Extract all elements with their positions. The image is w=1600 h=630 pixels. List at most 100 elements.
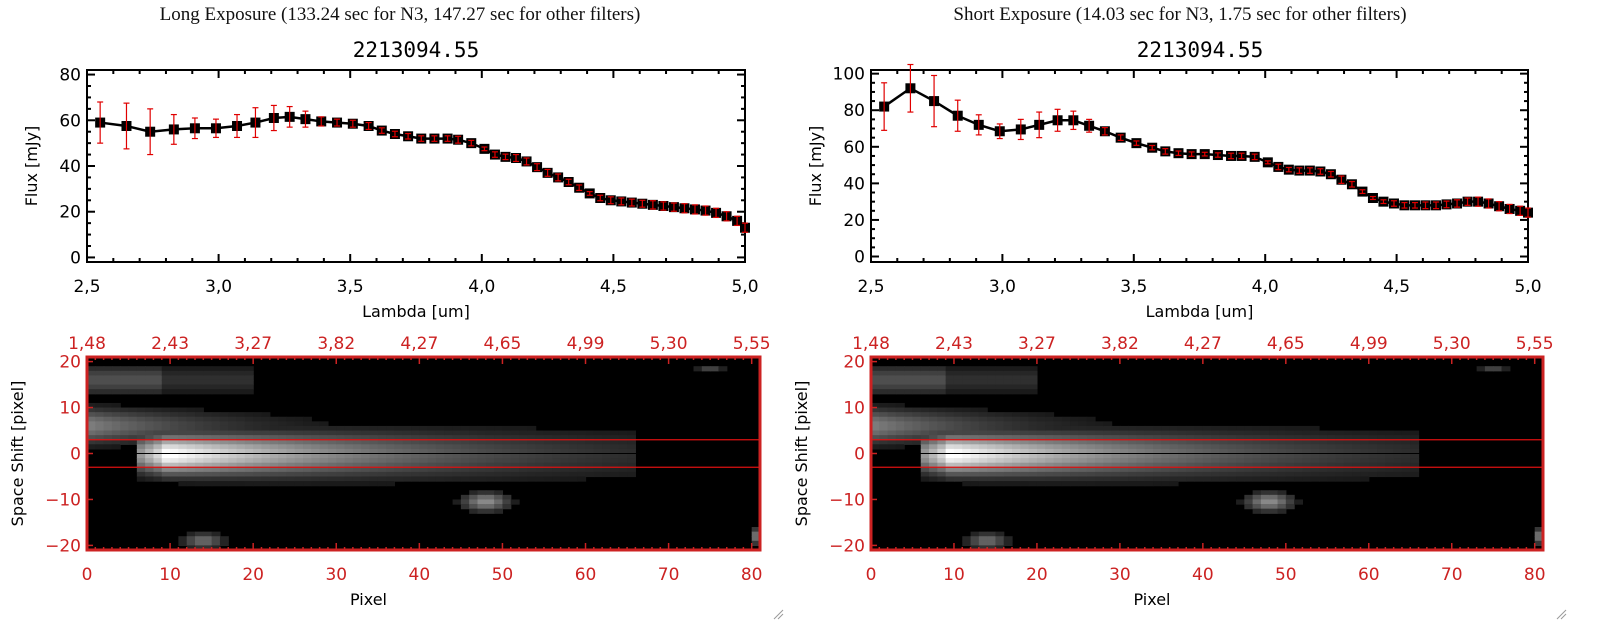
image-pixel <box>120 435 130 441</box>
image-pixel <box>953 471 963 478</box>
image-pixel <box>170 435 179 441</box>
image-pixel <box>1186 471 1196 478</box>
image-pixel <box>1020 389 1030 395</box>
image-pixel <box>593 453 603 459</box>
image-pixel <box>1028 467 1038 473</box>
resize-grip-icon[interactable] <box>1555 608 1567 620</box>
image-pixel <box>377 471 387 478</box>
image-pixel <box>145 453 155 459</box>
image-pixel <box>419 430 429 436</box>
image-pixel <box>1377 453 1386 459</box>
image-pixel <box>136 389 146 395</box>
image-pixel <box>1310 435 1320 441</box>
image-pixel <box>1177 467 1187 473</box>
image-pixel <box>327 439 337 445</box>
image-pixel <box>970 379 980 386</box>
image-pixel <box>987 453 997 459</box>
image-pixel <box>170 439 179 445</box>
image-pixel <box>1119 471 1129 478</box>
image-pixel <box>1012 444 1021 450</box>
image-pixel <box>128 416 138 422</box>
image-pixel <box>435 439 445 445</box>
image-pixel <box>1260 425 1270 432</box>
image-pixel <box>178 425 188 432</box>
image-pixel <box>1368 448 1378 455</box>
image-pixel <box>1136 471 1146 478</box>
image-pixel <box>278 448 288 455</box>
image-pixel <box>1136 439 1146 445</box>
image-pixel <box>1078 430 1088 436</box>
image-pixel <box>485 453 495 459</box>
image-pixel <box>1036 430 1046 436</box>
image-pixel <box>937 444 947 450</box>
image-pixel <box>386 467 396 473</box>
image-pixel <box>394 458 404 464</box>
image-pixel <box>344 444 354 450</box>
image-pixel <box>186 389 196 395</box>
image-pixel <box>128 375 138 381</box>
image-pixel <box>352 481 362 487</box>
image-pixel <box>1260 471 1270 478</box>
image-pixel <box>261 435 271 441</box>
image-pixel <box>170 421 179 427</box>
image-pixel <box>344 462 354 468</box>
image-pixel <box>1352 467 1362 473</box>
image-pixel <box>170 471 179 478</box>
image-pixel <box>377 458 387 464</box>
image-pixel <box>1045 425 1055 432</box>
image-pixel <box>344 471 354 478</box>
image-pixel <box>319 481 329 487</box>
image-pixel <box>419 458 429 464</box>
image-pixel <box>970 476 980 482</box>
image-pixel <box>253 453 263 459</box>
image-pixel <box>219 536 229 542</box>
image-pixel <box>145 412 155 418</box>
image-pixel <box>145 425 155 432</box>
image-pixel <box>978 425 988 432</box>
image-pixel <box>261 444 271 450</box>
image-pixel <box>1327 453 1337 459</box>
image-pixel <box>895 439 905 445</box>
image-pixel <box>912 407 922 413</box>
image-pixel <box>585 471 595 478</box>
image-pixel <box>111 430 121 436</box>
image-pixel <box>286 439 296 445</box>
image-pixel <box>361 430 371 436</box>
image-pixel <box>510 448 520 455</box>
image-pixel <box>1294 458 1304 464</box>
image-pixel <box>535 467 545 473</box>
image-pixel <box>1319 439 1328 445</box>
image-pixel <box>435 448 445 455</box>
image-pixel <box>879 366 889 372</box>
image-pixel <box>219 425 229 432</box>
image-pixel <box>552 453 562 459</box>
image-pixel <box>560 471 570 478</box>
error-bar <box>318 116 325 127</box>
error-bar <box>1369 195 1376 201</box>
image-pixel <box>485 476 495 482</box>
image-pixel <box>1368 444 1378 450</box>
resize-grip-icon[interactable] <box>772 608 784 620</box>
image-pixel <box>145 416 155 422</box>
image-pixel <box>103 389 113 395</box>
image-pixel <box>1343 462 1353 468</box>
image-pixel <box>1119 435 1129 441</box>
image-pixel <box>195 545 204 551</box>
image-pixel <box>286 430 296 436</box>
image-pixel <box>953 366 963 372</box>
image-pixel <box>585 458 595 464</box>
image-pixel <box>987 370 997 376</box>
image-pixel <box>145 421 155 427</box>
image-pixel <box>402 430 412 436</box>
image-pixel <box>377 453 387 459</box>
image-pixel <box>228 476 238 482</box>
image-pixel <box>253 448 263 455</box>
image-pixel <box>1260 494 1270 501</box>
image-pixel <box>203 430 213 436</box>
image-pixel <box>904 430 914 436</box>
image-pixel <box>1186 430 1196 436</box>
image-pixel <box>1302 462 1312 468</box>
image-pixel <box>1003 439 1013 445</box>
image-pixel <box>1186 467 1196 473</box>
image-pixel <box>904 384 914 390</box>
